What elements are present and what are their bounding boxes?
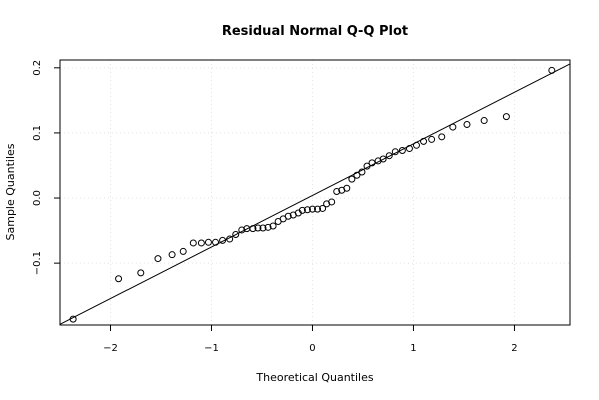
data-point: [259, 224, 267, 232]
data-point: [398, 147, 406, 155]
data-point: [428, 135, 436, 143]
data-point: [348, 175, 356, 183]
reference-line: [59, 63, 571, 325]
data-point: [115, 275, 123, 283]
data-point: [168, 251, 176, 259]
data-point: [137, 269, 145, 277]
plot-frame: [59, 59, 571, 326]
data-point: [197, 239, 205, 247]
y-axis: −0.1 0.0 0.1 0.2: [32, 60, 60, 275]
y-tick-label: 0.1: [32, 125, 43, 141]
data-point: [463, 120, 471, 128]
data-point: [226, 235, 234, 243]
data-point: [319, 204, 327, 212]
data-point: [249, 225, 257, 233]
data-points: [69, 66, 556, 323]
y-tick-label: 0.2: [32, 60, 43, 76]
data-point: [405, 145, 413, 153]
data-point: [254, 224, 262, 232]
y-tick-label: 0.0: [32, 190, 43, 206]
data-point: [368, 159, 376, 167]
y-axis-label: Sample Quantiles: [4, 143, 17, 240]
data-point: [343, 184, 351, 192]
y-tick-label: −0.1: [32, 251, 43, 275]
data-point: [328, 198, 336, 206]
data-point: [412, 141, 420, 149]
data-point: [232, 230, 240, 238]
data-point: [379, 155, 387, 163]
x-tick-label: 1: [410, 343, 416, 354]
data-point: [502, 113, 510, 121]
x-tick-label: 0: [309, 343, 315, 354]
grid-lines: [60, 60, 570, 325]
data-point: [179, 247, 187, 255]
data-point: [548, 66, 556, 74]
data-point: [69, 315, 77, 323]
x-tick-label: −2: [103, 343, 118, 354]
data-point: [212, 238, 220, 246]
data-point: [333, 188, 341, 196]
data-point: [438, 133, 446, 141]
data-point: [353, 171, 361, 179]
data-point: [269, 222, 277, 230]
data-point: [308, 205, 316, 213]
data-point: [420, 137, 428, 145]
data-point: [189, 239, 197, 247]
data-point: [449, 123, 457, 131]
chart-title: Residual Normal Q-Q Plot: [222, 24, 408, 39]
data-point: [358, 168, 366, 176]
x-tick-label: 2: [511, 343, 517, 354]
data-point: [314, 205, 322, 213]
x-axis: −2 −1 0 1 2: [103, 325, 518, 354]
data-point: [154, 255, 162, 263]
data-point: [219, 236, 227, 244]
x-tick-label: −1: [204, 343, 219, 354]
data-point: [303, 206, 311, 214]
data-point: [363, 162, 371, 170]
x-axis-label: Theoretical Quantiles: [255, 371, 373, 384]
data-point: [385, 152, 393, 160]
data-point: [391, 148, 399, 156]
data-point: [480, 117, 488, 125]
data-point: [204, 238, 212, 246]
data-point: [264, 223, 272, 231]
data-point: [238, 226, 246, 234]
data-point: [298, 206, 306, 214]
data-point: [284, 212, 292, 220]
